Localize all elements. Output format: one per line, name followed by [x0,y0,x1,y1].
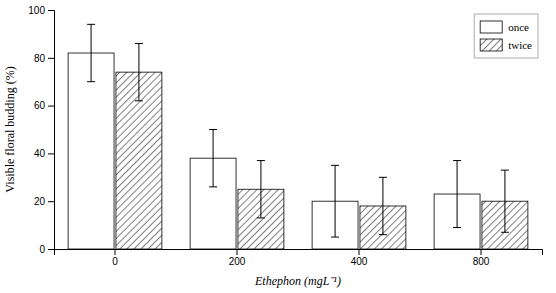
error-cap [209,129,217,130]
legend-label: once [508,21,529,33]
error-cap [501,170,509,171]
error-line [260,161,261,218]
legend: once twice [474,14,538,58]
tick-mark [115,249,116,255]
tick-label: 200 [229,256,246,267]
marks [68,24,528,249]
y-axis: 0 20 40 60 80 100 [28,5,54,255]
legend-item: once [480,21,529,33]
legend-frame [474,14,538,58]
tick: 40 [34,148,54,159]
tick: 0 [39,244,54,255]
error-cap [331,237,339,238]
tick-label: 20 [34,196,46,207]
legend-label: twice [508,39,532,51]
series [68,24,480,249]
series [116,43,528,249]
error-cap [331,165,339,166]
tick: 800 [473,249,490,267]
error-bar [501,170,509,232]
tick-mark [48,10,54,11]
tick-mark [481,249,482,255]
error-cap [453,160,461,161]
chart: 0 20 40 60 80 100 0 200 400 800 Visible floral bud… [0,0,556,293]
error-line [335,165,336,237]
error-bar [453,161,461,228]
tick-mark [237,249,238,255]
error-cap [257,160,265,161]
tick-mark [48,201,54,202]
error-cap [257,217,265,218]
x-axis-title: Ethephon (mgL⁻¹) [254,274,341,288]
error-cap [135,100,143,101]
error-cap [501,232,509,233]
error-line [213,130,214,187]
error-cap [379,234,387,235]
tick-label: 0 [39,244,45,255]
error-line [457,161,458,228]
error-line [138,43,139,100]
error-bar [379,177,387,234]
legend-swatch [480,39,502,51]
tick-label: 400 [351,256,368,267]
tick: 200 [229,249,246,267]
tick-label: 0 [112,256,118,267]
error-line [504,170,505,232]
tick-label: 100 [28,5,45,16]
bar [68,53,114,249]
tick-mark [48,106,54,107]
tick: 400 [351,249,368,267]
error-cap [135,43,143,44]
error-bar [135,43,143,100]
error-cap [379,177,387,178]
legend-item: twice [480,39,532,51]
error-cap [209,186,217,187]
tick: 60 [34,100,54,111]
tick-label: 80 [34,53,46,64]
axis-line [55,250,543,256]
error-line [382,177,383,234]
tick-mark [359,249,360,255]
tick: 100 [28,5,54,16]
tick-mark [48,153,54,154]
error-cap [87,81,95,82]
error-line [91,24,92,81]
error-bar [209,130,217,187]
tick: 0 [112,249,118,267]
error-cap [453,227,461,228]
tick-mark [48,249,54,250]
tick-mark [48,58,54,59]
plot: 0 20 40 60 80 100 0 200 400 800 Visible floral bud… [3,5,543,288]
axis-line [48,11,55,250]
error-bar [87,24,95,81]
tick: 20 [34,196,54,207]
tick-label: 40 [34,148,46,159]
error-cap [87,24,95,25]
error-bar [257,161,265,218]
error-bar [331,165,339,237]
legend-swatch [480,21,502,33]
x-axis: 0 200 400 800 [55,249,543,267]
tick: 80 [34,53,54,64]
tick-label: 800 [473,256,490,267]
y-axis-title: Visible floral budding (%) [3,66,17,192]
tick-label: 60 [34,100,46,111]
